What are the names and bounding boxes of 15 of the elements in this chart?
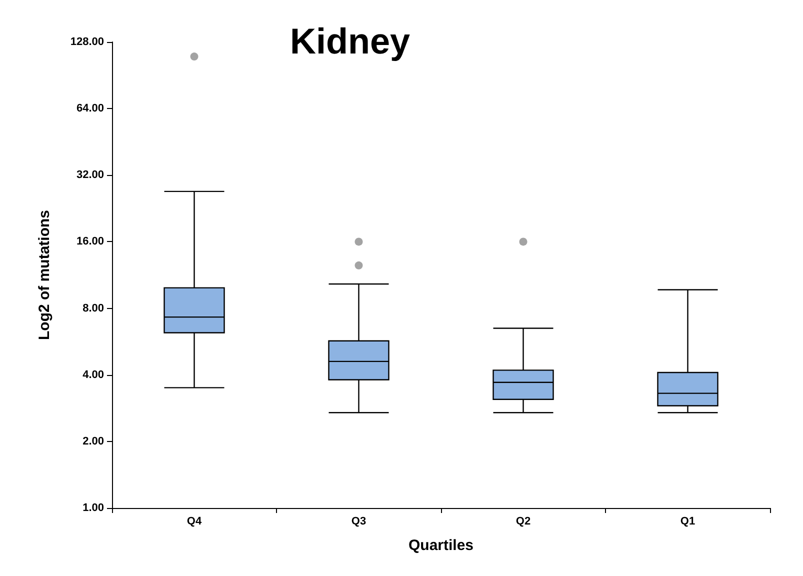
y-tick-label: 16.00: [76, 236, 104, 248]
x-tick-label: Q1: [680, 516, 696, 528]
y-tick-label: 8.00: [82, 302, 104, 314]
y-tick-label: 32.00: [76, 169, 104, 182]
y-tick-label: 128.00: [70, 36, 104, 48]
y-tick-label: 1.00: [82, 502, 104, 514]
y-axis-title: Log2 of mutations: [36, 210, 53, 340]
x-tick-label: Q4: [186, 516, 202, 528]
chart-title: Kidney: [290, 20, 410, 62]
x-tick-label: Q2: [516, 516, 531, 528]
y-tick-label: 64.00: [76, 102, 104, 115]
y-tick-label: 2.00: [82, 435, 104, 448]
x-axis-title: Quartiles: [408, 537, 474, 554]
y-tick-label: 4.00: [82, 368, 104, 381]
x-tick-label: Q3: [351, 516, 366, 528]
